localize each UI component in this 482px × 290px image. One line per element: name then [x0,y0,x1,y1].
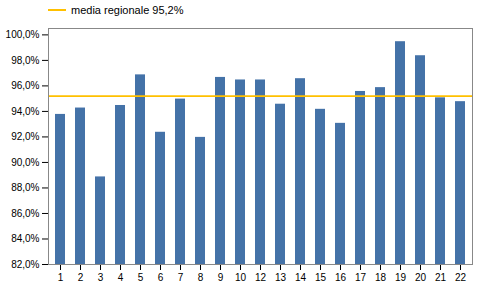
svg-text:92,0%: 92,0% [11,131,39,142]
svg-text:100,0%: 100,0% [6,29,40,40]
svg-text:1: 1 [58,272,64,283]
svg-text:4: 4 [118,272,124,283]
svg-text:18: 18 [375,272,387,283]
svg-text:98,0%: 98,0% [11,55,39,66]
svg-text:19: 19 [395,272,407,283]
svg-text:82,0%: 82,0% [11,259,39,270]
svg-text:3: 3 [98,272,104,283]
svg-text:17: 17 [355,272,367,283]
svg-text:20: 20 [415,272,427,283]
svg-text:8: 8 [198,272,204,283]
html-text:media regionale 95,2%: media regionale 95,2% [71,4,184,16]
svg-text:84,0%: 84,0% [11,233,39,244]
svg-text:14: 14 [295,272,307,283]
svg-text:22: 22 [455,272,467,283]
svg-text:9: 9 [218,272,224,283]
svg-text:21: 21 [435,272,447,283]
svg-text:96,0%: 96,0% [11,80,39,91]
svg-text:90,0%: 90,0% [11,157,39,168]
svg-text:88,0%: 88,0% [11,182,39,193]
svg-text:15: 15 [315,272,327,283]
svg-text:10: 10 [235,272,247,283]
svg-text:94,0%: 94,0% [11,106,39,117]
svg-text:2: 2 [78,272,84,283]
svg-text:7: 7 [178,272,184,283]
svg-text:6: 6 [158,272,164,283]
svg-text:12: 12 [255,272,267,283]
svg-text:86,0%: 86,0% [11,208,39,219]
svg-text:16: 16 [335,272,347,283]
svg-text:13: 13 [275,272,287,283]
svg-text:5: 5 [138,272,144,283]
